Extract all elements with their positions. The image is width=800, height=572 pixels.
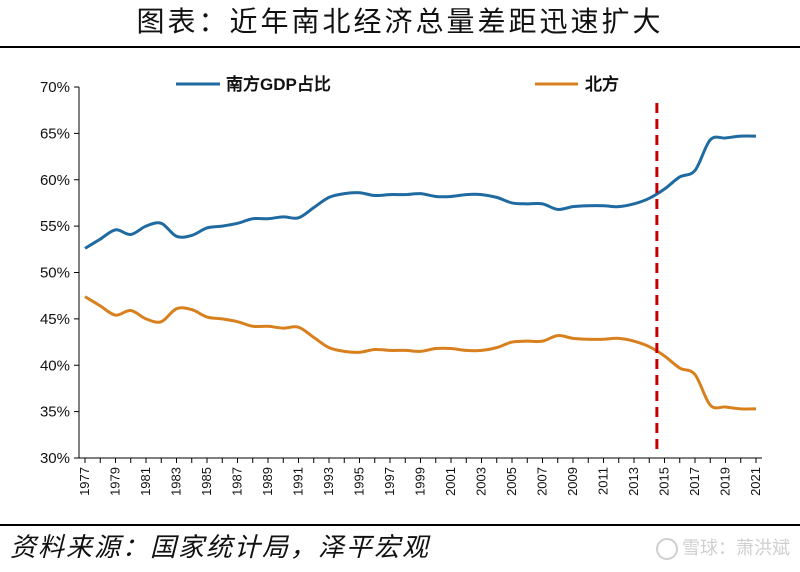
x-tick-label: 2007	[535, 467, 550, 496]
x-tick-label: 1985	[199, 467, 214, 496]
x-tick-label: 2017	[687, 467, 702, 496]
x-tick-label: 1997	[382, 467, 397, 496]
x-tick-label: 2015	[657, 467, 672, 496]
x-tick-label: 2001	[443, 467, 458, 496]
chart-title: 图表：近年南北经济总量差距迅速扩大	[136, 5, 664, 38]
x-tick-label: 1999	[413, 467, 428, 496]
x-tick-label: 1981	[138, 467, 153, 496]
y-tick-label: 65%	[40, 125, 70, 142]
y-tick-label: 30%	[40, 450, 70, 467]
legend-north-label: 北方	[585, 74, 619, 94]
x-tick-label: 1977	[77, 467, 92, 496]
line-chart: 30% 35% 40% 45% 50% 55% 60% 65% 70% 1977 1979 1981…	[40, 74, 763, 496]
header-rule	[0, 46, 800, 48]
x-tick-label: 2013	[626, 467, 641, 496]
x-tick-label: 1983	[169, 467, 184, 496]
x-tick-label: 2009	[565, 467, 580, 496]
data-source-note: 资料来源：国家统计局，泽平宏观	[10, 533, 431, 563]
y-tick-label: 50%	[40, 265, 70, 282]
y-tick-label: 45%	[40, 311, 70, 328]
y-tick-label: 40%	[40, 357, 70, 374]
x-tick-label: 1995	[352, 467, 367, 496]
y-tick-label: 60%	[40, 172, 70, 189]
y-tick-label: 35%	[40, 404, 70, 421]
series-south-line	[84, 134, 757, 250]
y-axis: 30% 35% 40% 45% 50% 55% 60% 65% 70%	[40, 79, 80, 467]
y-tick-label: 70%	[40, 79, 70, 96]
x-tick-label: 1987	[230, 467, 245, 496]
x-tick-label: 1991	[291, 467, 306, 496]
series-layer	[84, 134, 757, 411]
y-tick-label: 55%	[40, 218, 70, 235]
x-tick-label: 1993	[321, 467, 336, 496]
x-tick-label: 1979	[108, 467, 123, 496]
watermark: 雪球：萧洪斌	[656, 535, 790, 563]
watermark-text: 雪球：萧洪斌	[682, 538, 790, 559]
x-tick-label: 2003	[474, 467, 489, 496]
x-tick-label: 2005	[504, 467, 519, 496]
x-tick-label: 1989	[260, 467, 275, 496]
snowball-logo-icon	[656, 538, 678, 560]
legend-south-label: 南方GDP占比	[226, 74, 331, 94]
series-north-line	[84, 295, 757, 411]
x-tick-label: 2019	[718, 467, 733, 496]
x-tick-label: 2021	[748, 467, 763, 496]
footer-rule	[0, 524, 800, 526]
x-axis: 1977 1979 1981 1983 1985 1987 1989 1991 1993 1995…	[77, 457, 763, 496]
x-tick-label: 2011	[596, 467, 611, 495]
legend: 南方GDP占比 北方	[176, 74, 619, 94]
